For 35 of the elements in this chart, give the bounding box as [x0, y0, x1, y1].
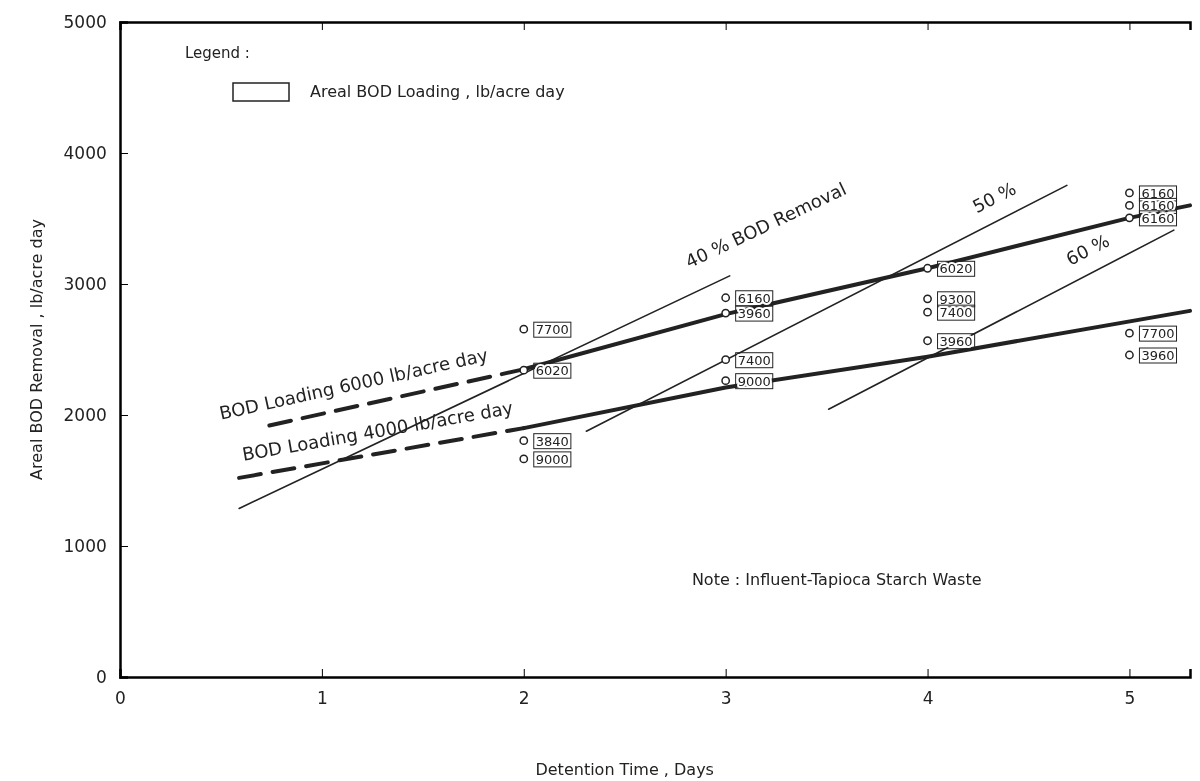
text: 50 % [969, 177, 1020, 218]
legend-title: Legend : [185, 44, 250, 62]
y-tick-label: 3000 [63, 273, 107, 294]
annotation: 6020 [535, 363, 569, 379]
annotation: 6020 [939, 261, 973, 277]
y-tick-label: 0 [95, 666, 107, 687]
annotation: Note : Influent-Tapioca Starch Waste [691, 570, 982, 590]
annotation: 7700 [535, 322, 569, 338]
y-tick-label: 4000 [63, 142, 107, 163]
y-axis-title: Areal BOD Removal , lb/acre day [27, 219, 46, 480]
annotation: 6160 [1141, 198, 1175, 214]
annotation: 3960 [737, 306, 771, 322]
annotation: Areal BOD Loading , lb/acre day [310, 82, 565, 101]
annotation: 3840 [535, 433, 569, 449]
x-axis-title: Detention Time , Days [535, 760, 714, 779]
annotation: 6160 [1141, 210, 1175, 226]
text: 60 % [1062, 229, 1113, 270]
x-tick-label: 5 [1124, 687, 1136, 708]
x-tick-label: 1 [316, 687, 328, 708]
annotation: 9000 [737, 373, 771, 389]
annotation: 9000 [535, 451, 569, 467]
annotation: 6160 [737, 290, 771, 306]
x-tick-label: 3 [720, 687, 732, 708]
x-tick-label: 0 [115, 687, 126, 708]
annotation: 7400 [737, 352, 771, 368]
y-tick-label: 5000 [63, 11, 107, 32]
x-tick-label: 4 [922, 687, 934, 708]
y-tick-label: 1000 [63, 535, 107, 556]
annotation: 3960 [1141, 348, 1175, 363]
y-tick-label: 2000 [63, 404, 107, 425]
x-tick-label: 2 [518, 687, 530, 708]
annotation: 7400 [939, 305, 973, 321]
annotation: 9300 [939, 291, 973, 307]
annotation: 6160 [1141, 185, 1175, 201]
annotation: 7700 [1141, 326, 1175, 342]
